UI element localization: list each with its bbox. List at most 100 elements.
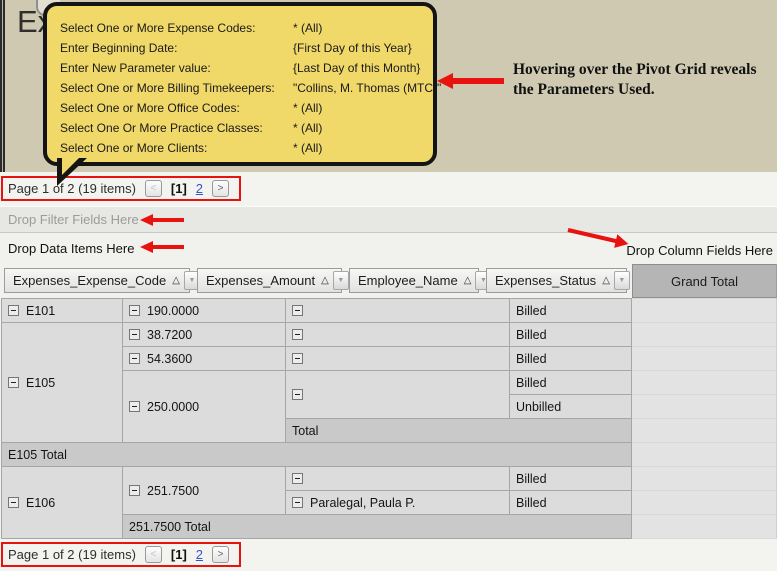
table-row: Paralegal, Paula P. Billed bbox=[2, 490, 777, 515]
collapse-icon[interactable] bbox=[129, 304, 140, 316]
current-page-indicator: [1] bbox=[170, 547, 187, 562]
param-value: * (All) bbox=[293, 141, 323, 155]
row-cell-employee bbox=[285, 370, 510, 419]
cell-text: 38.7200 bbox=[147, 327, 193, 342]
param-value: {First Day of this Year} bbox=[293, 41, 412, 55]
cell-text: Unbilled bbox=[516, 399, 562, 414]
table-row: E105 Total bbox=[1, 442, 777, 467]
tooltip-row: Enter Beginning Date: {First Day of this… bbox=[60, 41, 433, 61]
grand-total-cell bbox=[631, 490, 777, 515]
filter-dropdown-icon[interactable]: ▼ bbox=[332, 271, 349, 290]
grand-total-cell bbox=[631, 466, 777, 491]
cell-text: 251.7500 Total bbox=[129, 519, 211, 534]
collapse-icon[interactable] bbox=[129, 328, 140, 340]
param-label: Select One or More Office Codes: bbox=[60, 101, 240, 115]
param-value: * (All) bbox=[293, 21, 323, 35]
filter-arrow-icon bbox=[140, 214, 153, 226]
sort-asc-icon: △ bbox=[463, 275, 472, 286]
data-dropzone-label: Drop Data Items Here bbox=[8, 241, 135, 256]
field-header-area: Expenses_Expense_Code △ ▼ Expenses_Amoun… bbox=[4, 268, 630, 293]
collapse-icon[interactable] bbox=[8, 496, 19, 508]
tooltip-arrow-icon bbox=[437, 73, 453, 89]
subtotal-row-cell: Total bbox=[285, 418, 632, 443]
cell-text: Billed bbox=[516, 375, 547, 390]
filter-fields-dropzone[interactable]: Drop Filter Fields Here bbox=[0, 206, 777, 233]
table-row: 250.0000 Billed bbox=[2, 370, 777, 443]
tooltip-tail-fill bbox=[62, 155, 82, 175]
column-fields-dropzone[interactable]: Drop Column Fields Here bbox=[626, 243, 773, 258]
tooltip-arrow-shaft bbox=[451, 78, 504, 84]
row-cell-status: Billed bbox=[509, 322, 632, 347]
cell-text: Paralegal, Paula P. bbox=[310, 495, 416, 510]
field-expenses-status[interactable]: Expenses_Status △ ▼ bbox=[486, 268, 630, 293]
collapse-icon[interactable] bbox=[292, 496, 303, 508]
param-label: Enter New Parameter value: bbox=[60, 61, 211, 75]
row-cell-amount: 251.7500 bbox=[122, 466, 286, 515]
prev-page-button[interactable]: < bbox=[144, 546, 162, 563]
field-expenses-expense-code[interactable]: Expenses_Expense_Code △ ▼ bbox=[4, 268, 200, 293]
collapse-icon[interactable] bbox=[292, 352, 303, 364]
data-arrow-icon bbox=[140, 241, 153, 253]
table-row: E106 251.7500 Billed bbox=[1, 466, 777, 539]
param-label: Select One Or More Practice Classes: bbox=[60, 121, 263, 135]
annotation-line2: the Parameters Used. bbox=[513, 81, 655, 99]
cell-text: 251.7500 bbox=[147, 483, 200, 498]
field-label: Expenses_Status bbox=[495, 273, 597, 288]
field-employee-name[interactable]: Employee_Name △ ▼ bbox=[349, 268, 492, 293]
table-row: E101 190.0000 Billed bbox=[1, 298, 777, 323]
param-label: Select One or More Billing Timekeepers: bbox=[60, 81, 275, 95]
cell-text: E105 Total bbox=[8, 447, 67, 462]
collapse-icon[interactable] bbox=[8, 304, 19, 316]
next-page-button[interactable]: > bbox=[212, 180, 230, 197]
filter-dropdown-icon[interactable]: ▼ bbox=[613, 271, 630, 290]
group-total-row-cell: E105 Total bbox=[1, 442, 632, 467]
filter-dropdown-icon[interactable]: ▼ bbox=[183, 271, 200, 290]
param-value: {Last Day of this Month} bbox=[293, 61, 421, 75]
cell-text: Billed bbox=[516, 303, 547, 318]
collapse-icon[interactable] bbox=[129, 484, 140, 496]
page-2-link[interactable]: 2 bbox=[195, 181, 204, 196]
collapse-icon[interactable] bbox=[292, 472, 303, 484]
grand-total-cell bbox=[631, 442, 777, 467]
field-label: Expenses_Expense_Code bbox=[13, 273, 167, 288]
param-label: Select One or More Clients: bbox=[60, 141, 208, 155]
tooltip-row: Select One Or More Practice Classes: * (… bbox=[60, 121, 433, 141]
collapse-icon[interactable] bbox=[292, 328, 303, 340]
cell-text: E101 bbox=[26, 303, 56, 318]
pager-status: Page 1 of 2 (19 items) bbox=[8, 547, 136, 562]
tooltip-row: Select One or More Expense Codes: * (All… bbox=[60, 21, 433, 41]
field-label: Employee_Name bbox=[358, 273, 458, 288]
row-cell-expense-code: E106 bbox=[1, 466, 123, 539]
tooltip-row: Select One or More Office Codes: * (All) bbox=[60, 101, 433, 121]
collapse-icon[interactable] bbox=[129, 400, 140, 412]
row-cell-expense-code: E105 bbox=[1, 322, 123, 443]
collapse-icon[interactable] bbox=[129, 352, 140, 364]
data-items-dropzone[interactable]: Drop Data Items Here bbox=[0, 234, 777, 264]
grand-total-cell bbox=[631, 514, 777, 539]
sort-asc-icon: △ bbox=[172, 275, 180, 286]
page-2-link[interactable]: 2 bbox=[195, 547, 204, 562]
row-cell-status: Billed bbox=[509, 370, 632, 395]
row-cell-status: Billed bbox=[509, 298, 632, 323]
grand-total-cell bbox=[631, 298, 777, 323]
field-expenses-amount[interactable]: Expenses_Amount △ ▼ bbox=[197, 268, 349, 293]
grand-total-cell bbox=[631, 394, 777, 419]
annotation-line1: Hovering over the Pivot Grid reveals bbox=[513, 61, 757, 78]
field-label: Expenses_Amount bbox=[206, 273, 316, 288]
row-cell-amount: 190.0000 bbox=[122, 298, 286, 323]
grand-total-column-header: Grand Total bbox=[632, 264, 777, 298]
table-row: Unbilled bbox=[2, 394, 777, 419]
tooltip-row: Select One or More Clients: * (All) bbox=[60, 141, 433, 161]
table-row: Total bbox=[2, 418, 777, 443]
collapse-icon[interactable] bbox=[292, 388, 303, 400]
annotation-text: Hovering over the Pivot Grid reveals the… bbox=[513, 60, 775, 101]
tooltip-row: Select One or More Billing Timekeepers: … bbox=[60, 81, 441, 101]
tooltip-row: Enter New Parameter value: {Last Day of … bbox=[60, 61, 433, 81]
prev-page-button[interactable]: < bbox=[144, 180, 162, 197]
next-page-button[interactable]: > bbox=[212, 546, 230, 563]
row-cell-expense-code: E101 bbox=[1, 298, 123, 323]
collapse-icon[interactable] bbox=[292, 304, 303, 316]
grand-total-cell bbox=[631, 370, 777, 395]
parameters-tooltip: Select One or More Expense Codes: * (All… bbox=[43, 2, 441, 166]
collapse-icon[interactable] bbox=[8, 376, 19, 388]
